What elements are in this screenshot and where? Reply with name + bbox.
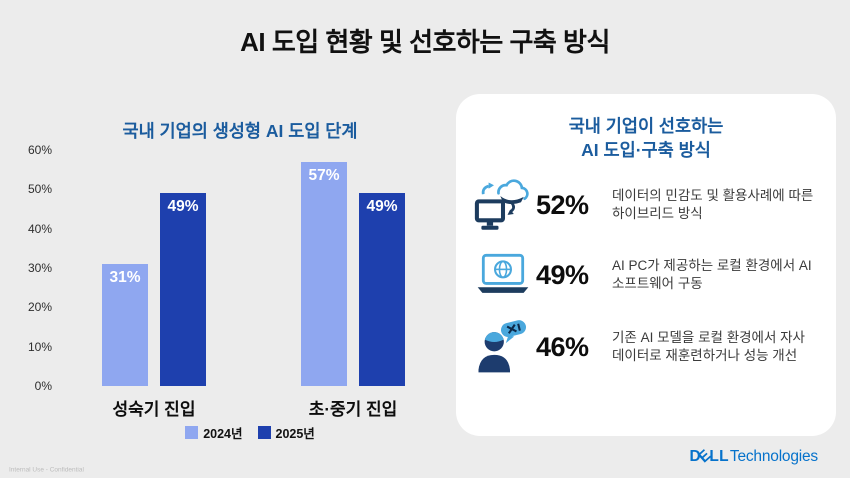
bar-2025년: 49% (359, 193, 405, 386)
panel-item-hybrid: 52% 데이터의 민감도 및 활용사례에 따른 하이브리드 방식 (470, 178, 818, 232)
stat-value: 52% (536, 189, 589, 220)
stat-value: 46% (536, 331, 589, 362)
category-label: 초·중기 진입 (308, 400, 398, 419)
person-retrain-icon (470, 318, 536, 376)
preference-panel: 국내 기업이 선호하는 AI 도입·구축 방식 (456, 94, 836, 436)
stat-text: 데이터의 민감도 및 활용사례에 따른 하이브리드 방식 (612, 188, 814, 222)
dell-logo-suffix: Technologies (729, 448, 818, 465)
bar-value-label: 49% (167, 198, 199, 215)
legend-swatch (185, 426, 199, 439)
panel-items: 52% 데이터의 민감도 및 활용사례에 따른 하이브리드 방식 49% AI … (456, 178, 836, 376)
panel-title: 국내 기업이 선호하는 AI 도입·구축 방식 (456, 115, 836, 162)
legend-swatch (257, 426, 271, 439)
dell-logo-ll: LL (709, 448, 729, 465)
confidential-note: Internal Use - Confidential (9, 465, 84, 473)
y-tick-label: 50% (27, 182, 52, 197)
dell-logo-d: D (689, 448, 702, 465)
panel-title-line2: AI 도입·구축 방식 (581, 139, 711, 160)
category-label: 성숙기 진입 (112, 400, 196, 419)
plot-area: 31% 49% 성숙기 진입 57% 49% 초·중기 진입 (60, 150, 440, 419)
y-tick-label: 0% (34, 379, 52, 393)
panel-item-retrain: 46% 기존 AI 모델을 로컬 환경에서 자사 데이터로 재훈련하거나 성능 … (470, 318, 818, 376)
bar-2024년: 31% (102, 264, 148, 386)
bar-2025년: 49% (160, 193, 206, 386)
panel-item-ai-pc: 49% AI PC가 제공하는 로컬 환경에서 AI 소프트웨어 구동 (470, 252, 818, 298)
y-tick-label: 40% (27, 221, 52, 236)
y-tick-label: 60% (27, 143, 52, 157)
bar-group: 31% 49% 성숙기 진입 (102, 193, 206, 419)
hybrid-cloud-desktop-icon (470, 178, 536, 232)
y-tick-label: 20% (27, 300, 52, 315)
y-axis: 0% 10% 20% 30% 40% 50% 60% (12, 143, 52, 393)
bar-value-label: 31% (109, 269, 141, 286)
bar-value-label: 49% (366, 198, 398, 215)
y-tick-label: 30% (27, 261, 52, 275)
stat-text: 기존 AI 모델을 로컬 환경에서 자사 데이터로 재훈련하거나 성능 개선 (612, 330, 805, 364)
bar-value-label: 57% (308, 167, 340, 184)
legend-label: 2025년 (275, 427, 315, 441)
y-tick-label: 10% (27, 339, 52, 354)
page-title: AI 도입 현황 및 선호하는 구축 방식 (240, 27, 610, 57)
stat-text: AI PC가 제공하는 로컬 환경에서 AI 소프트웨어 구동 (612, 258, 812, 292)
ai-pc-laptop-icon (470, 252, 536, 298)
stat-value: 49% (536, 259, 589, 290)
dell-technologies-logo: D E LL Technologies (689, 447, 819, 467)
panel-title-line1: 국내 기업이 선호하는 (568, 116, 724, 136)
legend-item: 2025년 (257, 423, 315, 442)
legend-label: 2024년 (203, 427, 243, 441)
bar-2024년: 57% (301, 162, 347, 386)
chart-title: 국내 기업의 생성형 AI 도입 단계 (122, 121, 358, 141)
legend-item: 2024년 (185, 423, 243, 442)
bar-group: 57% 49% 초·중기 진입 (301, 162, 405, 419)
chart-legend: 2024년 2025년 (60, 423, 440, 442)
